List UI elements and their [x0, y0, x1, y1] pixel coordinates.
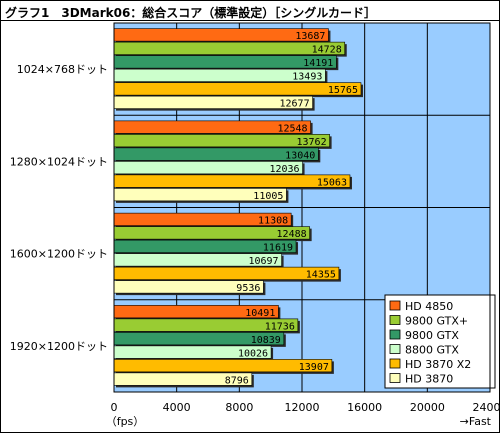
legend-label: 8800 GTX [405, 344, 459, 357]
bar-value-label: 14728 [312, 45, 342, 56]
bar-value-label: 11005 [253, 191, 283, 202]
bar-value-label: 8796 [225, 375, 249, 386]
bar-value-label: 12677 [279, 99, 309, 110]
bar-value-label: 15063 [317, 177, 347, 188]
category-label: 1920×1200ドット [10, 340, 108, 353]
legend-box [384, 294, 496, 389]
legend-swatch [389, 373, 401, 383]
x-tick-label: 0 [111, 401, 118, 414]
bar-value-label: 11736 [265, 321, 295, 332]
bar-value-label: 9536 [236, 283, 260, 294]
x-axis-label: （fps） [106, 415, 145, 428]
plot-border [113, 22, 491, 393]
x-tick-label: 8000 [225, 401, 253, 414]
x-tick-label: 24000 [473, 401, 500, 414]
bar-value-label: 13762 [296, 137, 326, 148]
category-label: 1280×1024ドット [10, 155, 108, 168]
bar [113, 82, 362, 96]
bar-value-label: 14355 [306, 270, 336, 281]
bar-value-label: 13687 [295, 31, 325, 42]
bar-value-label: 12488 [277, 229, 307, 240]
legend-swatch [389, 315, 401, 325]
bar-value-label: 10026 [238, 348, 268, 359]
chart-title: グラフ1 3DMark06：総合スコア（標準設定）［シングルカード］ [5, 6, 376, 20]
bar-value-label: 13040 [285, 150, 315, 161]
legend-label: HD 4850 [405, 300, 453, 313]
bar-value-label: 12036 [269, 164, 299, 175]
legend-label: HD 3870 X2 [405, 358, 471, 371]
bar-value-label: 11619 [263, 243, 293, 254]
bar [113, 174, 351, 188]
x-tick-labels: 0 4000 8000 12000 16000 20000 24000 [111, 401, 500, 414]
x-tick-label: 4000 [163, 401, 191, 414]
x-tick-label: 12000 [285, 401, 320, 414]
x-tick-label: 16000 [347, 401, 382, 414]
x-tick-label: 20000 [410, 401, 445, 414]
legend-label: HD 3870 [405, 373, 453, 386]
legend-swatch [389, 358, 401, 369]
category-label: 1024×768ドット [17, 63, 108, 76]
category-label: 1600×1200ドット [10, 248, 108, 261]
title-divider [1, 20, 499, 21]
bar-value-label: 12548 [277, 123, 307, 134]
bar-value-label: 10491 [245, 308, 275, 319]
legend-label: 9800 GTX [405, 329, 459, 342]
bar-value-label: 10697 [248, 256, 278, 267]
direction-label: →Fast [460, 415, 492, 428]
legend-swatch [389, 344, 401, 354]
bar-value-label: 15765 [328, 85, 358, 96]
bar-value-label: 14191 [303, 58, 333, 69]
legend-swatch [389, 329, 401, 340]
value-labels: 13687 14728 14191 13493 15765 12677 12548 13762… [225, 31, 358, 386]
bar-value-label: 13907 [299, 362, 329, 373]
category-labels: 1024×768ドット 1280×1024ドット 1600×1200ドット 1920×… [10, 63, 108, 353]
legend-swatch [389, 300, 401, 311]
bars [113, 28, 363, 388]
bar-value-label: 11308 [258, 216, 288, 227]
bar-value-label: 13493 [292, 72, 322, 83]
legend-label: 9800 GTX+ [405, 315, 468, 328]
bar [113, 41, 346, 55]
bar-value-label: 10839 [251, 335, 281, 346]
